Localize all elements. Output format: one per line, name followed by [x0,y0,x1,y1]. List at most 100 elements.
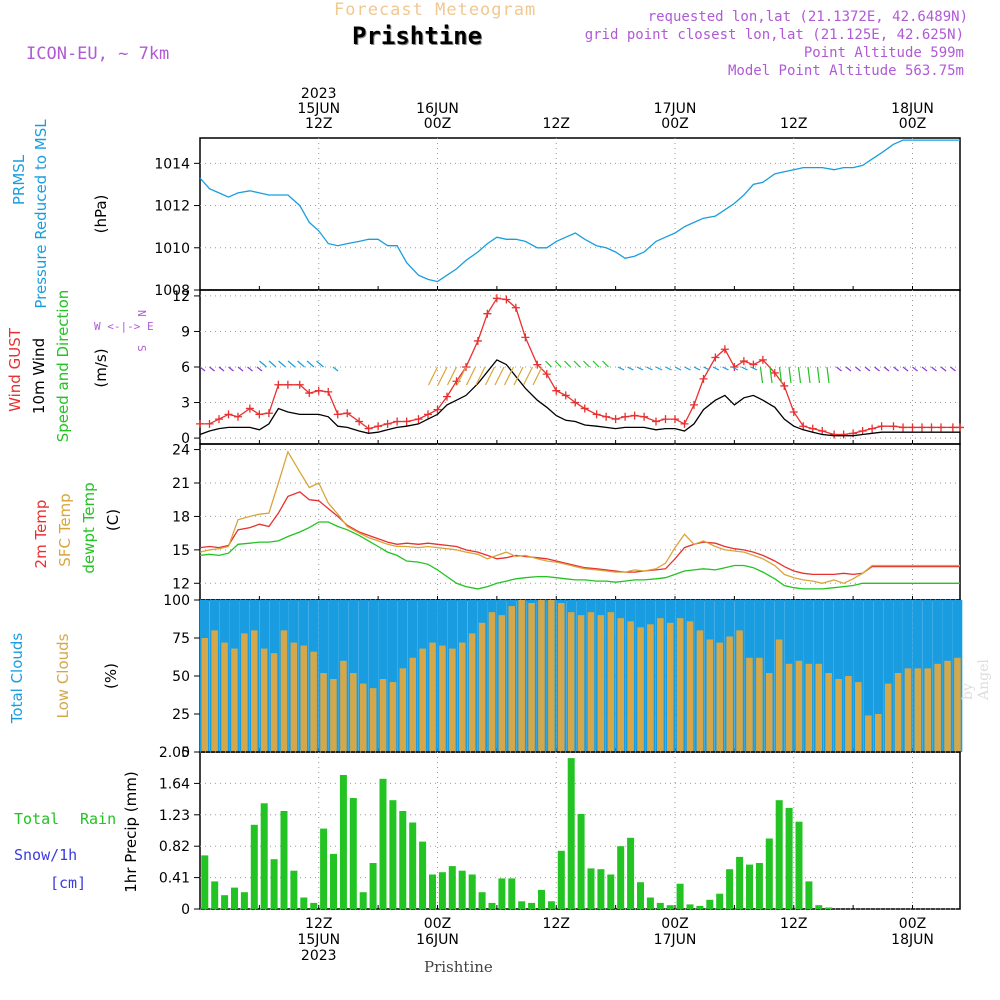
cloud-bar-low-clouds [686,621,694,752]
y-tick-label: 0 [181,431,190,447]
wind-dir-arrow [750,366,758,371]
cloud-bar-low-clouds [221,642,228,752]
ylabel-precip: 1hr Precip (mm) [122,771,140,892]
precip-bar-total-rain [825,907,833,909]
cloud-bar-total-clouds [863,600,874,752]
top-time-label: 00Z [424,116,451,132]
precip-bar-total-rain [726,869,734,909]
bottom-time-label: 12Z [780,916,807,932]
gust-point [295,380,304,389]
wind-dir-arrow [807,366,811,384]
precip-bar-total-rain [231,887,238,909]
gust-point [333,410,342,419]
wind-dir-arrow [855,366,861,372]
wind-dir-arrow [665,366,672,371]
gust-point [652,417,660,426]
wind-dir-arrow [583,360,590,368]
wind-dir-arrow [703,366,710,371]
wind-dir-arrow [446,366,458,386]
wind-dir-arrow [287,360,296,368]
wind-dir-arrow [332,366,339,372]
cloud-bar-low-clouds [409,657,416,752]
gust-point [414,415,423,424]
y-tick-label: 50 [172,669,190,685]
cloud-bar-low-clouds [429,642,436,752]
cloud-bar-low-clouds [567,612,575,752]
cloud-bar-low-clouds [716,642,723,752]
y-tick-label: 0 [181,902,190,918]
precip-bar-total-rain [666,905,674,909]
gust-point [542,370,551,379]
wind-dir-arrow [712,366,720,371]
gust-point [552,386,561,395]
bottom-time-label: 17JUN [654,932,697,948]
cloud-bar-low-clouds [310,651,317,752]
ylabel-speed-dir: Speed and Direction [54,290,72,443]
gust-point [343,409,352,418]
panel-clouds: 0 25 50 75 100 [163,593,963,761]
cloud-bar-low-clouds [706,639,714,752]
wind-dir-arrow [788,366,792,384]
series-line-10m-wind [199,359,960,437]
wind-dir-arrow [554,360,562,368]
precip-bar-total-rain [201,855,209,909]
precip-bar-total-rain [716,893,724,909]
wind-dir-arrow [602,360,609,368]
gust-point [899,423,907,432]
gust-point [799,422,808,431]
bottom-time-label: 18JUN [891,932,934,948]
ylabel-rain: Rain [80,810,116,828]
cloud-bar-low-clouds [231,648,238,752]
cloud-bar-low-clouds [845,676,852,752]
y-tick-label: 100 [163,593,190,609]
precip-bar-total-rain [597,869,605,909]
cloud-bar-low-clouds [795,660,803,752]
wind-dir-arrow [797,366,802,384]
precip-bar-total-rain [349,798,357,909]
gust-point [383,419,392,428]
cloud-bar-total-clouds [388,600,398,752]
gust-point [739,357,748,366]
cloud-bar-low-clouds [835,679,842,752]
cloud-bar-total-clouds [328,600,339,752]
precip-bar-total-rain [478,892,486,909]
wind-dir-arrow [674,366,682,371]
cloud-bar-low-clouds [360,683,367,752]
gust-point [255,410,264,419]
cloud-bar-low-clouds [884,683,892,752]
cloud-bar-low-clouds [825,673,832,752]
cloud-bar-low-clouds [934,663,941,752]
cloud-bar-low-clouds [290,642,298,752]
wind-dir-arrow [864,366,871,372]
wind-dir-arrow [532,366,543,386]
wind-dir-arrow [893,366,899,372]
cloud-bar-low-clouds [607,612,615,752]
ylabel-dewpt: dewpt Temp [80,482,98,573]
y-tick-label: 1008 [154,283,190,299]
precip-bar-total-rain [260,803,268,909]
cloud-bar-total-clouds [378,600,388,752]
y-tick-label: 3 [181,396,190,412]
precip-bar-total-rain [438,872,446,909]
wind-dir-arrow [484,366,496,386]
gust-point [770,368,779,377]
gust-point [640,412,649,421]
precip-bar-total-rain [488,902,496,909]
y-tick-label: 1.23 [159,808,190,824]
gust-point [927,423,936,432]
cloud-bar-low-clouds [241,633,248,752]
series-line-sfc-temp [199,450,960,585]
ylabel-sfc: SFC Temp [56,493,74,566]
cloud-bar-low-clouds [954,657,961,752]
wind-dir-arrow [902,366,909,372]
ylabel-2m: 2m Temp [32,500,50,569]
cloud-bar-low-clouds [676,618,684,752]
precip-bar-total-rain [676,883,684,909]
y-tick-label: 1010 [154,241,190,257]
precip-bar-total-rain [765,838,773,909]
wind-dir-arrow [268,360,277,368]
gust-point [571,398,580,407]
cloud-bar-low-clouds [548,600,555,752]
cloud-bar-low-clouds [627,621,634,752]
